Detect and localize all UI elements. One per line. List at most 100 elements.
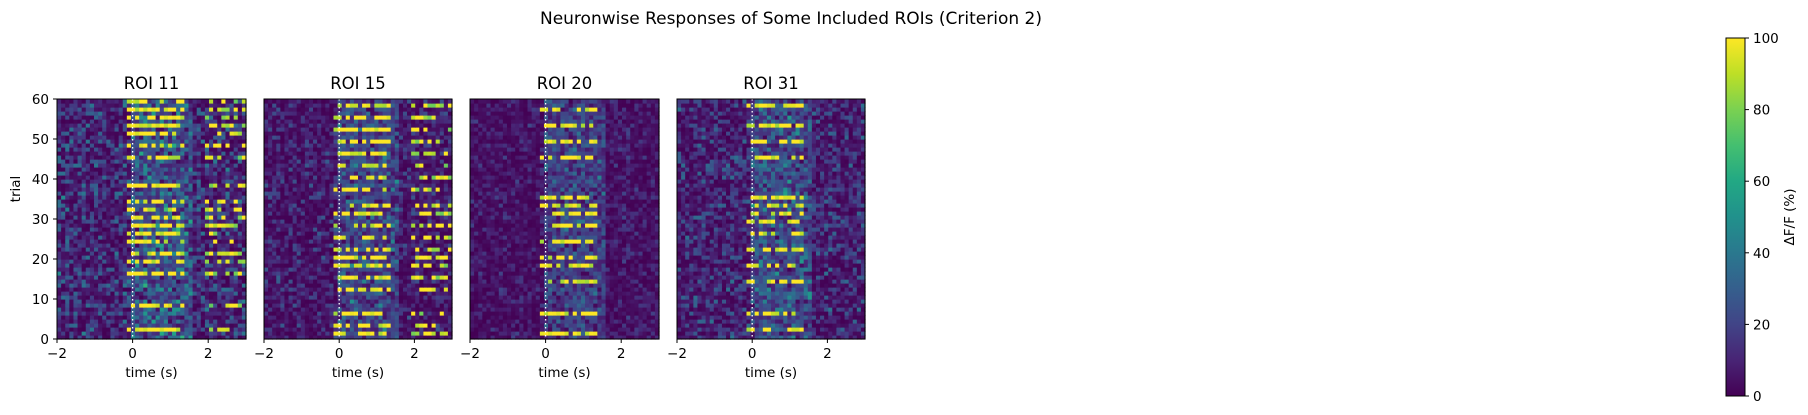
heatmap-cell xyxy=(233,131,239,136)
heatmap-cell xyxy=(292,287,298,292)
heatmap-cell xyxy=(337,171,343,176)
heatmap-cell xyxy=(188,167,194,172)
heatmap-cell xyxy=(296,235,302,240)
heatmap-cell xyxy=(65,307,70,312)
heatmap-cell xyxy=(130,199,136,204)
heatmap-cell xyxy=(229,247,235,252)
heatmap-cell xyxy=(411,275,416,280)
heatmap-cell xyxy=(358,323,363,328)
heatmap-cell xyxy=(184,231,190,236)
heatmap-cell xyxy=(233,231,239,236)
heatmap-cell xyxy=(85,247,91,252)
heatmap-cell xyxy=(85,279,91,284)
heatmap-cell xyxy=(73,315,79,320)
heatmap-cell xyxy=(196,107,202,112)
heatmap-cell xyxy=(135,143,140,148)
heatmap-cell xyxy=(402,307,408,312)
heatmap-cell xyxy=(61,283,66,288)
heatmap-cell xyxy=(435,287,441,292)
heatmap-cell xyxy=(268,167,273,172)
heatmap-cell xyxy=(264,183,269,188)
heatmap-cell xyxy=(85,111,91,116)
heatmap-cell xyxy=(233,319,239,324)
heatmap-cell xyxy=(382,239,388,244)
heatmap-cell xyxy=(176,259,181,264)
heatmap-cell xyxy=(106,311,112,316)
heatmap-cell xyxy=(225,291,231,296)
heatmap-cell xyxy=(65,155,70,160)
heatmap-cell xyxy=(443,219,449,224)
heatmap-cell xyxy=(155,143,161,148)
heatmap-cell xyxy=(163,207,169,212)
heatmap-cell xyxy=(118,191,124,196)
heatmap-cell xyxy=(143,175,148,180)
heatmap-cell xyxy=(61,151,66,156)
heatmap-cell xyxy=(419,223,424,228)
heatmap-cell xyxy=(159,191,165,196)
heatmap-cell xyxy=(114,335,120,340)
heatmap-cell xyxy=(167,247,173,252)
heatmap-cell xyxy=(419,311,424,316)
heatmap-cell xyxy=(200,127,206,132)
heatmap-cell xyxy=(213,143,218,148)
heatmap-cell xyxy=(81,211,87,216)
heatmap-cell xyxy=(435,243,441,248)
heatmap-cell xyxy=(114,187,120,192)
heatmap-cell xyxy=(362,231,367,236)
heatmap-cell xyxy=(130,191,136,196)
heatmap-cell xyxy=(341,163,347,168)
heatmap-cell xyxy=(85,131,91,136)
heatmap-cell xyxy=(98,143,103,148)
heatmap-cell xyxy=(304,271,310,276)
heatmap-cell xyxy=(382,319,388,324)
heatmap-cell xyxy=(241,263,247,268)
heatmap-cell xyxy=(57,319,62,324)
heatmap-cell xyxy=(61,139,66,144)
heatmap-cell xyxy=(431,187,437,192)
heatmap-cell xyxy=(110,203,116,208)
heatmap-cell xyxy=(85,211,91,216)
heatmap-cell xyxy=(65,275,70,280)
heatmap-cell xyxy=(167,195,173,200)
heatmap-cell xyxy=(407,271,412,276)
heatmap-cell xyxy=(439,175,445,180)
heatmap-cell xyxy=(172,287,177,292)
heatmap-cell xyxy=(81,315,87,320)
heatmap-cell xyxy=(122,247,128,252)
heatmap-cell xyxy=(394,147,400,152)
heatmap-cell xyxy=(374,147,380,152)
heatmap-cell xyxy=(304,311,310,316)
heatmap-cell xyxy=(213,107,218,112)
heatmap-cell xyxy=(423,211,429,216)
heatmap-cell xyxy=(382,323,388,328)
heatmap-cell xyxy=(329,271,335,276)
heatmap-cell xyxy=(382,327,388,332)
heatmap-cell xyxy=(353,235,359,240)
heatmap-cell xyxy=(110,187,116,192)
heatmap-cell xyxy=(337,335,343,340)
heatmap-cell xyxy=(151,311,157,316)
heatmap-cell xyxy=(176,203,181,208)
heatmap-cell xyxy=(110,259,116,264)
heatmap-cell xyxy=(237,251,243,256)
heatmap-cell xyxy=(225,119,231,124)
heatmap-cell xyxy=(333,191,339,196)
heatmap-cell xyxy=(192,215,198,220)
heatmap-cell xyxy=(402,151,408,156)
heatmap-cell xyxy=(415,291,420,296)
heatmap-cell xyxy=(382,171,388,176)
heatmap-cell xyxy=(268,171,273,176)
heatmap-cell xyxy=(172,195,177,200)
heatmap-cell xyxy=(264,179,269,184)
heatmap-cell xyxy=(204,235,210,240)
heatmap-cell xyxy=(130,159,136,164)
heatmap-cell xyxy=(126,239,132,244)
heatmap-cell xyxy=(114,207,120,212)
heatmap-cell xyxy=(102,219,107,224)
heatmap-cell xyxy=(106,131,112,136)
heatmap-cell xyxy=(229,227,235,232)
heatmap-cell xyxy=(98,219,103,224)
heatmap-cell xyxy=(93,263,99,268)
heatmap-cell xyxy=(159,211,165,216)
heatmap-cell xyxy=(300,251,306,256)
